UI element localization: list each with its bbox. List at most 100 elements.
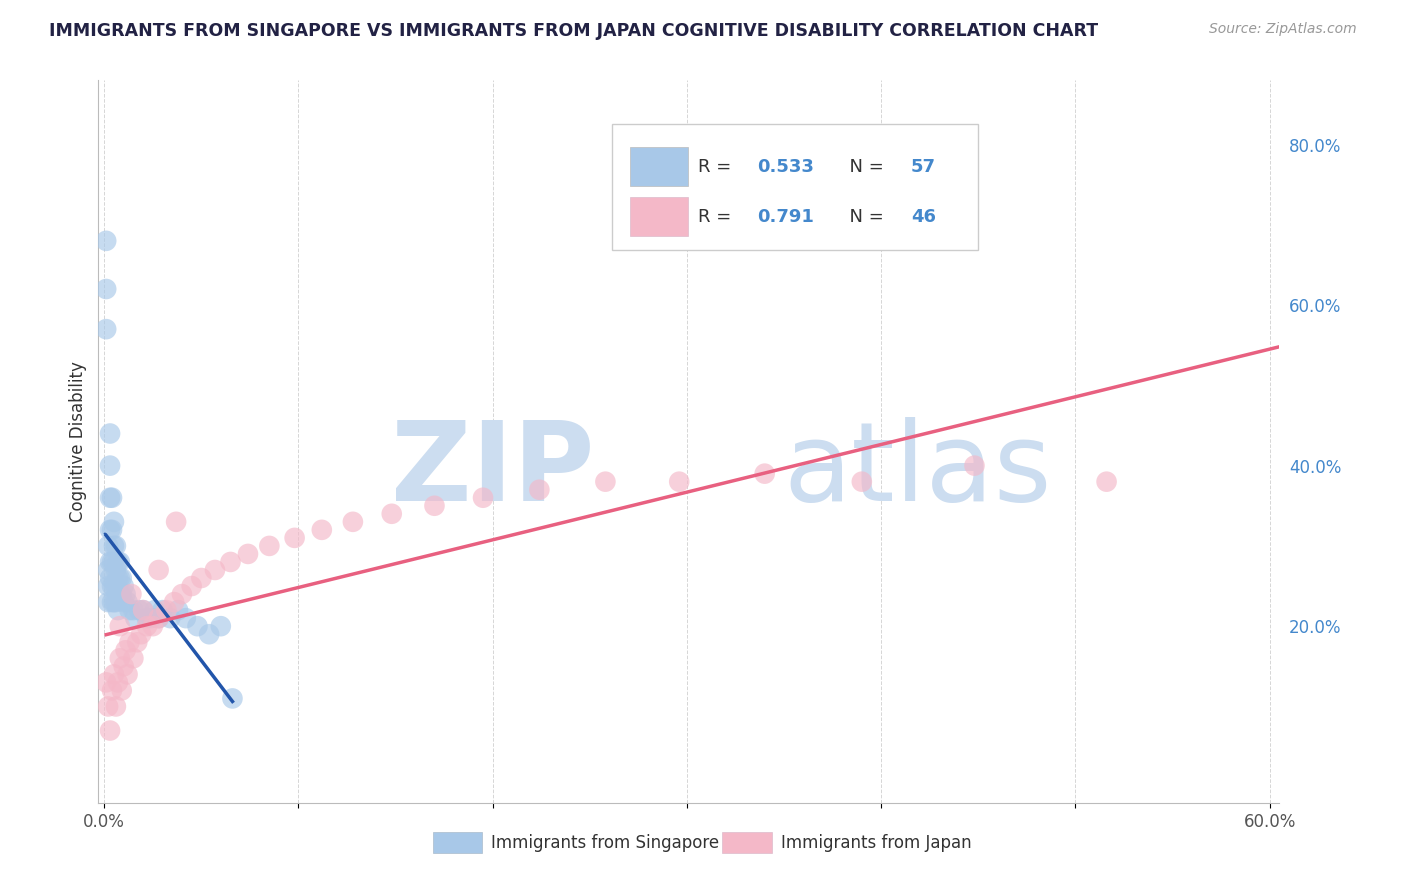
- FancyBboxPatch shape: [630, 197, 688, 236]
- Point: [112, 579, 135, 593]
- Point: [128, 603, 150, 617]
- Point: [132, 603, 155, 617]
- Point: [103, 555, 125, 569]
- Point: [97, 539, 120, 553]
- Point: [136, 619, 159, 633]
- Point: [101, 491, 124, 505]
- Point: [165, 515, 187, 529]
- Point: [236, 547, 259, 561]
- Point: [97, 563, 120, 577]
- Point: [136, 611, 159, 625]
- Point: [103, 667, 125, 681]
- Point: [342, 515, 364, 529]
- Point: [159, 611, 181, 625]
- Point: [118, 603, 141, 617]
- Point: [529, 483, 551, 497]
- FancyBboxPatch shape: [433, 832, 482, 854]
- Point: [101, 683, 124, 698]
- Point: [104, 595, 127, 609]
- Point: [98, 458, 121, 473]
- Point: [103, 579, 125, 593]
- Point: [107, 571, 129, 585]
- Point: [595, 475, 617, 489]
- Point: [103, 595, 125, 609]
- Point: [101, 595, 124, 609]
- Point: [107, 603, 129, 617]
- Point: [209, 619, 232, 633]
- Point: [143, 603, 166, 617]
- Point: [104, 579, 127, 593]
- Text: IMMIGRANTS FROM SINGAPORE VS IMMIGRANTS FROM JAPAN COGNITIVE DISABILITY CORRELAT: IMMIGRANTS FROM SINGAPORE VS IMMIGRANTS …: [49, 22, 1098, 40]
- Point: [122, 651, 145, 665]
- Point: [381, 507, 404, 521]
- FancyBboxPatch shape: [612, 124, 979, 250]
- Point: [167, 603, 190, 617]
- Point: [107, 555, 129, 569]
- Point: [155, 603, 177, 617]
- Point: [98, 523, 121, 537]
- Point: [174, 611, 197, 625]
- Point: [114, 587, 136, 601]
- Text: atlas: atlas: [783, 417, 1052, 524]
- Point: [129, 627, 152, 641]
- Point: [111, 571, 134, 585]
- Point: [96, 675, 118, 690]
- Point: [186, 619, 208, 633]
- Point: [107, 587, 129, 601]
- Point: [104, 563, 127, 577]
- Point: [111, 587, 134, 601]
- Point: [96, 322, 118, 336]
- Point: [180, 579, 202, 593]
- Point: [170, 587, 193, 601]
- Point: [668, 475, 690, 489]
- Point: [963, 458, 986, 473]
- Text: 57: 57: [911, 158, 936, 176]
- Point: [108, 651, 131, 665]
- Text: Immigrants from Japan: Immigrants from Japan: [782, 833, 972, 852]
- Point: [132, 603, 155, 617]
- Point: [103, 539, 125, 553]
- Point: [423, 499, 446, 513]
- Text: N =: N =: [838, 208, 889, 226]
- Point: [97, 595, 120, 609]
- Text: 0.791: 0.791: [758, 208, 814, 226]
- Text: R =: R =: [699, 158, 737, 176]
- Point: [98, 571, 121, 585]
- Point: [97, 579, 120, 593]
- Point: [104, 699, 127, 714]
- Point: [120, 587, 142, 601]
- Point: [101, 523, 124, 537]
- Point: [98, 555, 121, 569]
- Point: [472, 491, 495, 505]
- Point: [148, 563, 170, 577]
- Point: [259, 539, 281, 553]
- FancyBboxPatch shape: [723, 832, 772, 854]
- Text: 46: 46: [911, 208, 936, 226]
- Point: [103, 515, 125, 529]
- Text: ZIP: ZIP: [391, 417, 595, 524]
- Point: [101, 555, 124, 569]
- Point: [108, 555, 131, 569]
- Point: [96, 234, 118, 248]
- Text: Source: ZipAtlas.com: Source: ZipAtlas.com: [1209, 22, 1357, 37]
- Point: [96, 282, 118, 296]
- Point: [148, 611, 170, 625]
- Point: [108, 587, 131, 601]
- Point: [163, 595, 186, 609]
- Point: [204, 563, 226, 577]
- Point: [108, 571, 131, 585]
- Point: [97, 699, 120, 714]
- Text: Immigrants from Singapore: Immigrants from Singapore: [491, 833, 718, 852]
- Point: [114, 643, 136, 657]
- Point: [98, 491, 121, 505]
- Text: 0.533: 0.533: [758, 158, 814, 176]
- Point: [754, 467, 776, 481]
- Point: [122, 603, 145, 617]
- Point: [190, 571, 212, 585]
- Point: [124, 611, 146, 625]
- Point: [98, 723, 121, 738]
- Point: [152, 603, 174, 617]
- Point: [107, 675, 129, 690]
- Point: [127, 635, 149, 649]
- Point: [1095, 475, 1118, 489]
